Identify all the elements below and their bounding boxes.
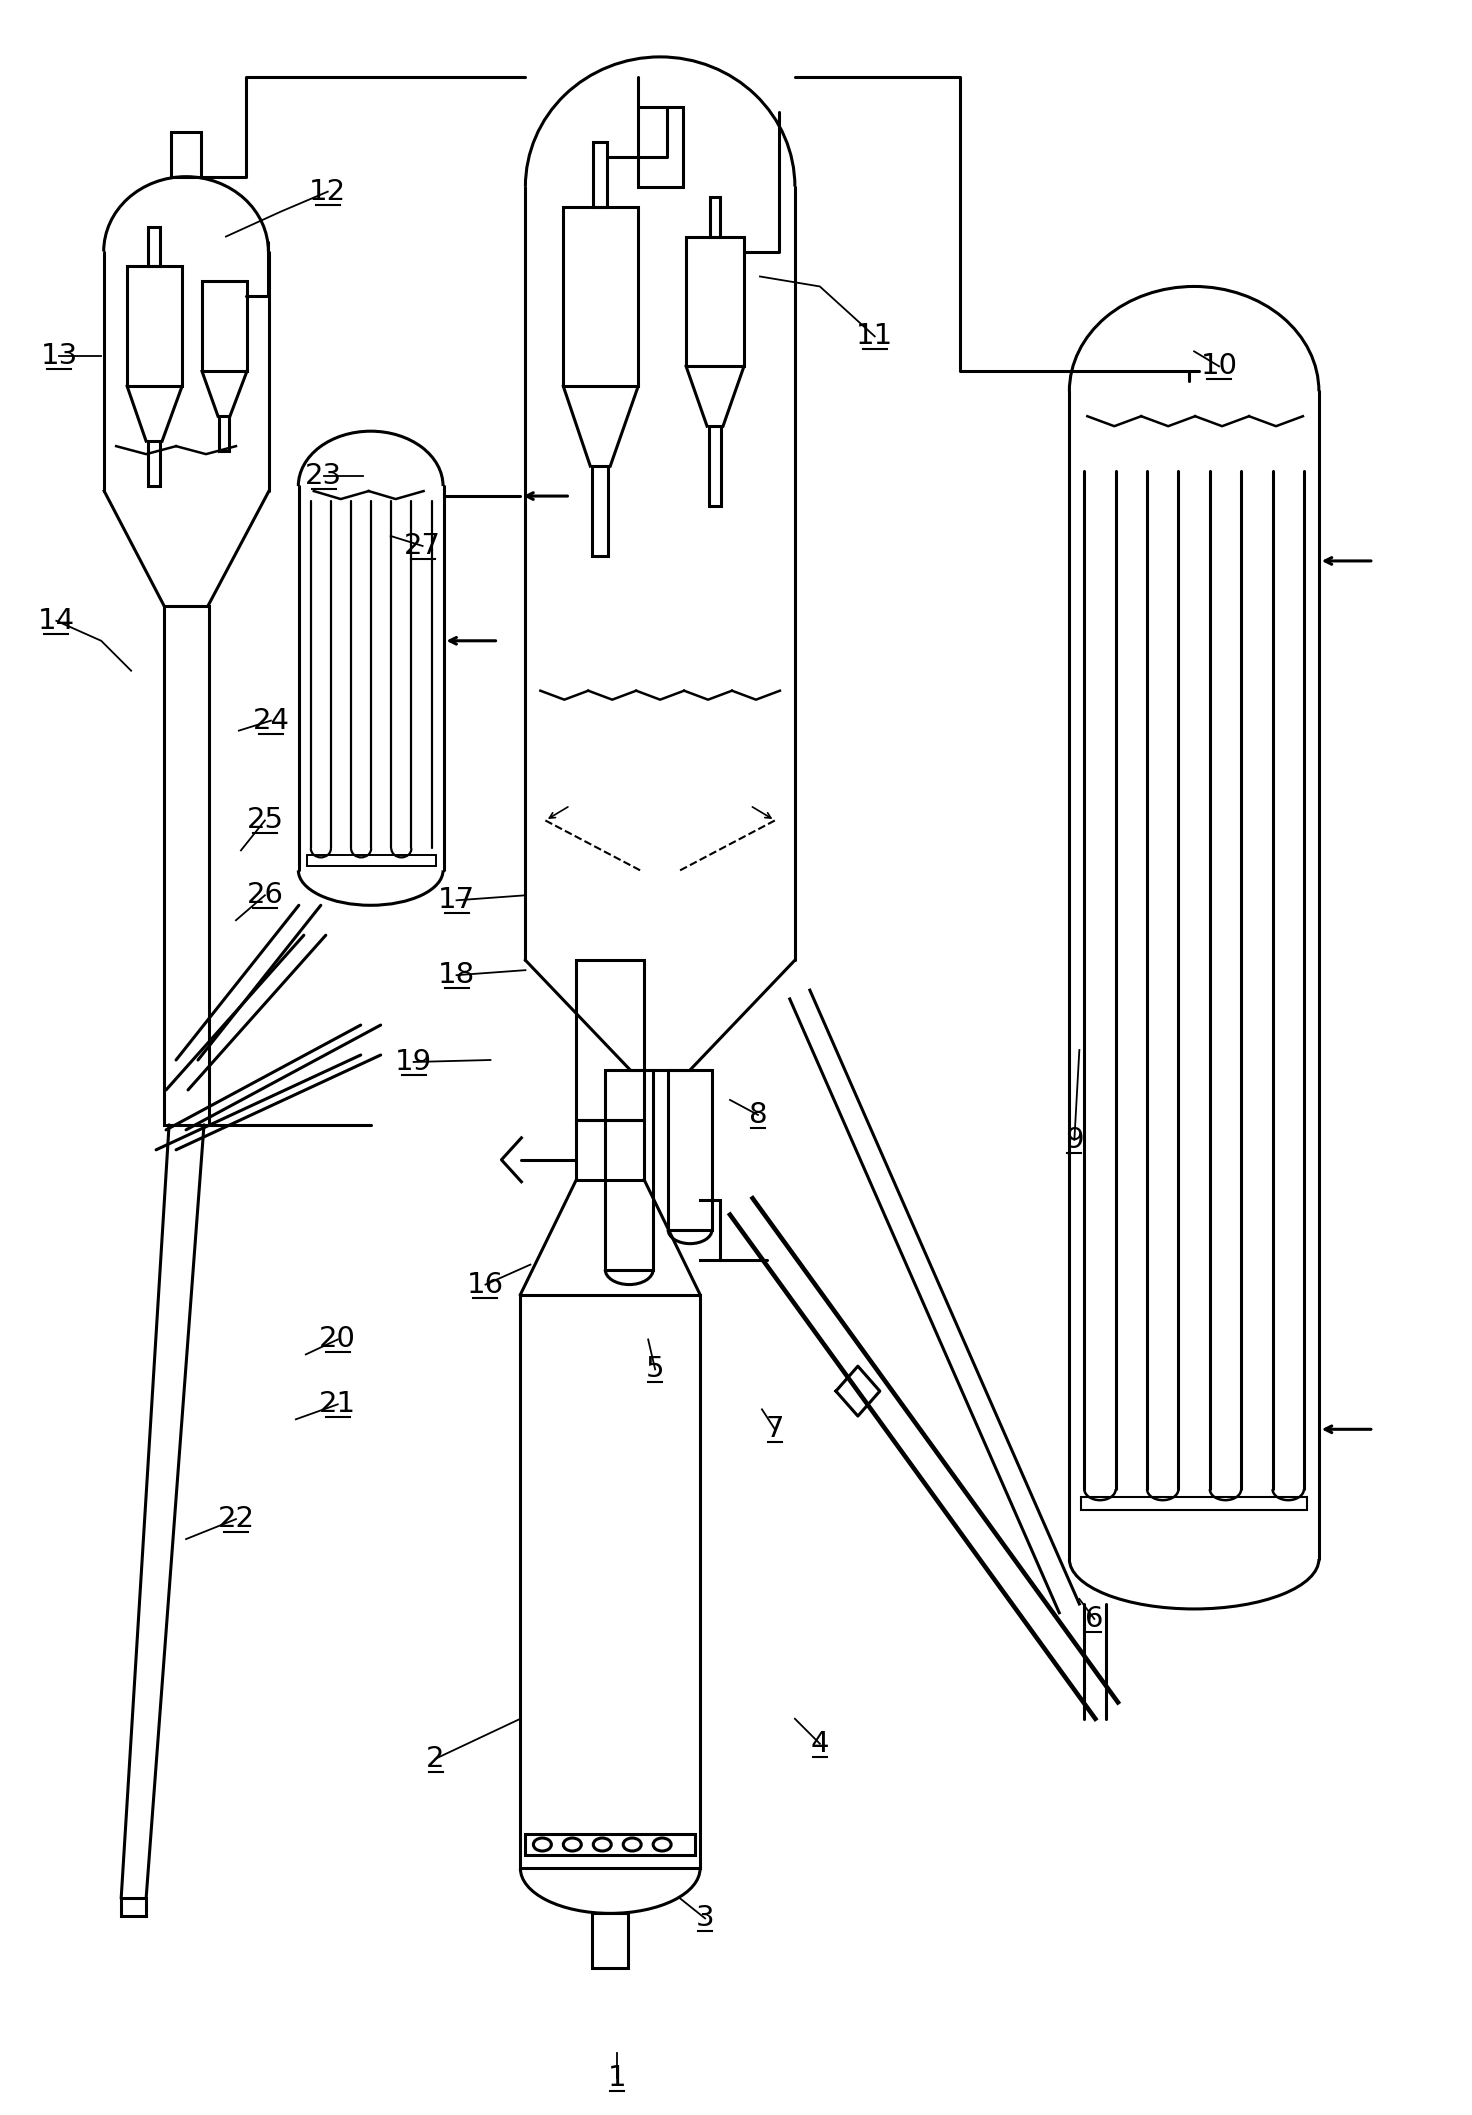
Text: 23: 23: [305, 461, 343, 491]
Bar: [686, 237, 743, 366]
Text: 5: 5: [646, 1356, 664, 1383]
Text: 14: 14: [38, 607, 75, 634]
Bar: [1082, 1497, 1307, 1510]
Text: 26: 26: [246, 882, 284, 909]
Bar: [710, 197, 720, 237]
Bar: [710, 427, 721, 505]
Text: 8: 8: [749, 1102, 767, 1129]
Bar: [592, 1914, 629, 1969]
Bar: [526, 1834, 695, 1855]
Bar: [149, 226, 160, 266]
Bar: [121, 1899, 146, 1916]
Text: 19: 19: [394, 1049, 433, 1077]
Bar: [639, 106, 683, 186]
Bar: [163, 605, 209, 1125]
Text: 1: 1: [608, 2064, 627, 2092]
Text: 9: 9: [1066, 1125, 1083, 1155]
Bar: [149, 442, 160, 486]
Text: 12: 12: [309, 178, 346, 205]
Text: 22: 22: [218, 1506, 255, 1533]
Text: 10: 10: [1201, 353, 1238, 381]
Bar: [521, 1294, 701, 1868]
Text: 16: 16: [467, 1271, 503, 1299]
Bar: [306, 854, 436, 867]
Text: 21: 21: [319, 1390, 356, 1419]
Text: 11: 11: [857, 321, 894, 351]
Bar: [171, 131, 202, 178]
Text: 6: 6: [1085, 1605, 1104, 1633]
Bar: [668, 1070, 712, 1229]
Bar: [577, 1119, 645, 1180]
Bar: [592, 465, 608, 556]
Bar: [219, 417, 230, 450]
Text: 20: 20: [319, 1326, 356, 1354]
Text: 25: 25: [246, 806, 284, 835]
Text: 7: 7: [765, 1415, 785, 1442]
Bar: [564, 207, 639, 387]
Text: 2: 2: [427, 1745, 445, 1772]
Bar: [202, 281, 247, 372]
Text: 18: 18: [437, 960, 475, 990]
Bar: [127, 266, 183, 387]
Text: 17: 17: [439, 886, 475, 914]
Text: 13: 13: [41, 343, 78, 370]
Bar: [593, 142, 608, 207]
Bar: [577, 960, 645, 1119]
Bar: [605, 1070, 654, 1269]
Text: 3: 3: [696, 1904, 714, 1933]
Text: 24: 24: [252, 706, 290, 734]
Text: 4: 4: [811, 1730, 829, 1758]
Text: 27: 27: [405, 533, 442, 560]
